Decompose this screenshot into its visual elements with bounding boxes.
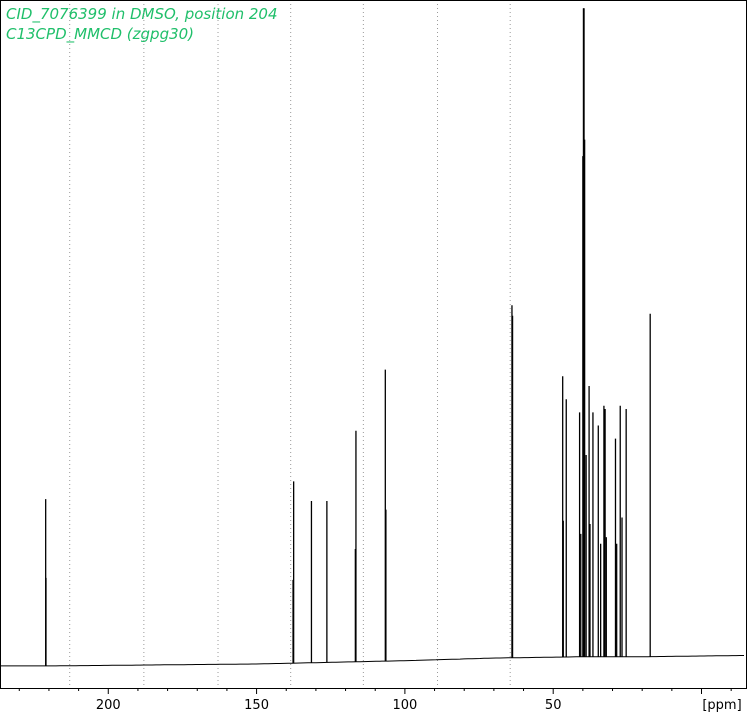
x-tick-label: 50: [545, 698, 562, 713]
plot-frame: [0, 0, 747, 689]
x-axis-label: [ppm]: [702, 698, 741, 713]
chart-title-line-1: CID_7076399 in DMSO, position 204: [6, 5, 278, 23]
x-axis-ticks: 200 150 100 50: [18, 688, 732, 713]
x-tick-label: 200: [96, 698, 121, 713]
chart-title-line-2: C13CPD_MMCD (zgpg30): [6, 25, 195, 43]
x-tick-label: 100: [392, 698, 417, 713]
spectrum-peaks: [45, 8, 651, 666]
grid-lines: [69, 0, 511, 688]
spectrum-baseline: [0, 655, 744, 667]
x-tick-label: 150: [244, 698, 269, 713]
